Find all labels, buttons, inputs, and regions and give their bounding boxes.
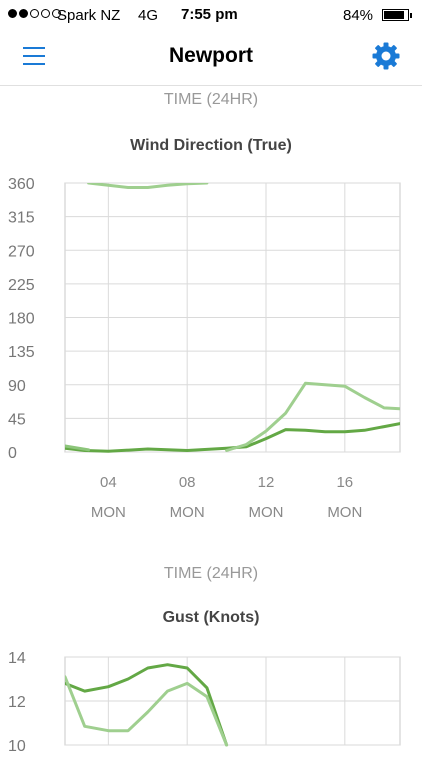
series-line bbox=[225, 381, 400, 452]
signal-strength-icon bbox=[8, 9, 61, 18]
y-tick-label: 225 bbox=[8, 277, 35, 294]
y-tick-label: 135 bbox=[8, 344, 35, 361]
status-bar: Spark NZ 4G 7:55 pm 84% bbox=[0, 0, 422, 30]
gear-icon[interactable] bbox=[371, 41, 401, 71]
battery-percentage: 84% bbox=[343, 7, 374, 24]
series-line bbox=[65, 675, 229, 747]
navigation-bar: Newport bbox=[0, 30, 422, 86]
x-tick-day: MON bbox=[327, 504, 362, 521]
y-tick-label: 180 bbox=[8, 311, 35, 328]
carrier-name: Spark NZ bbox=[57, 7, 121, 24]
y-tick-label: 315 bbox=[8, 210, 35, 227]
gust-chart: 14 12 10 bbox=[8, 650, 401, 755]
x-tick-day: MON bbox=[249, 504, 284, 521]
series-line bbox=[65, 422, 400, 453]
y-tick-label: 360 bbox=[8, 176, 35, 193]
x-tick-hour: 08 bbox=[179, 474, 196, 491]
y-tick-label: 0 bbox=[8, 445, 17, 462]
series-line bbox=[87, 183, 209, 189]
x-tick-hour: 12 bbox=[258, 474, 275, 491]
y-tick-label: 45 bbox=[8, 411, 26, 428]
status-time: 7:55 pm bbox=[181, 6, 238, 23]
network-type: 4G bbox=[138, 7, 159, 24]
wind-direction-chart: 360 315 270 225 180 135 90 45 0 04 MON 08 MON 12 MON 16… bbox=[8, 176, 401, 521]
time-axis-label-gust: TIME (24HR) bbox=[163, 565, 259, 582]
x-tick-day: MON bbox=[170, 504, 205, 521]
x-tick-hour: 16 bbox=[336, 474, 353, 491]
x-tick-hour: 04 bbox=[100, 474, 117, 491]
time-axis-label: TIME (24HR) bbox=[163, 91, 259, 108]
y-tick-label: 10 bbox=[8, 738, 26, 755]
page-title: Newport bbox=[169, 44, 253, 67]
y-tick-label: 12 bbox=[8, 694, 26, 711]
y-tick-label: 270 bbox=[8, 243, 35, 260]
series-line bbox=[65, 444, 91, 452]
battery-icon bbox=[382, 9, 412, 21]
chart-title-gust: Gust (Knots) bbox=[162, 609, 260, 626]
x-tick-day: MON bbox=[91, 504, 126, 521]
y-tick-label: 90 bbox=[8, 378, 26, 395]
y-tick-label: 14 bbox=[8, 650, 26, 667]
chart-title-wind-direction: Wind Direction (True) bbox=[130, 137, 292, 154]
hamburger-menu-icon[interactable] bbox=[23, 47, 45, 65]
series-line bbox=[65, 663, 229, 747]
